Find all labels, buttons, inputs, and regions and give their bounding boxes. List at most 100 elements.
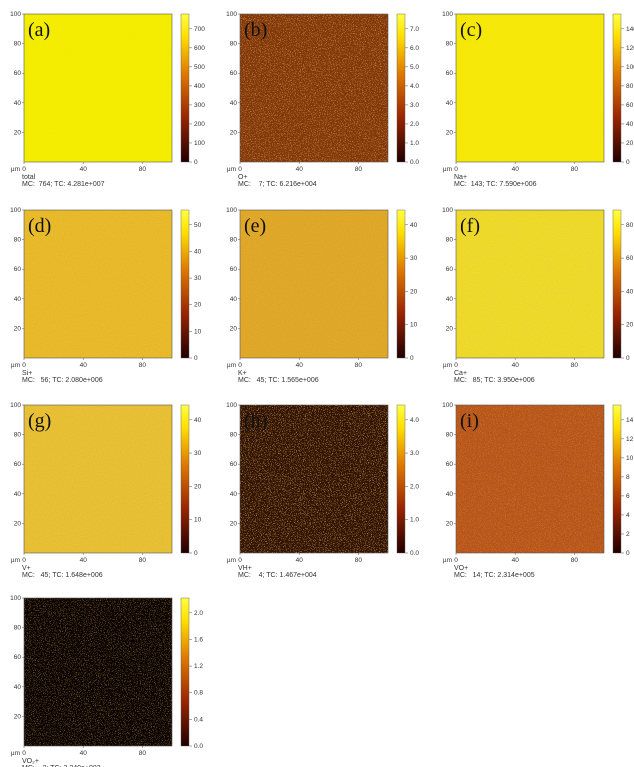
colorbar-tick-label: 700 xyxy=(194,26,205,33)
x-tick-label: 0 xyxy=(454,557,458,564)
x-tick-label: 0 xyxy=(238,166,242,173)
y-tick-label: 60 xyxy=(446,266,454,273)
y-tick-label: 80 xyxy=(230,432,238,439)
y-tick-label: 100 xyxy=(226,207,237,214)
panel-label: (h) xyxy=(244,410,267,432)
panel-label: (g) xyxy=(28,410,51,432)
x-tick-label: 80 xyxy=(139,557,147,564)
colorbar-tick-label: 14 xyxy=(626,417,634,424)
x-tick-label: 40 xyxy=(80,166,88,173)
axis-unit: µm xyxy=(227,362,236,369)
y-tick-label: 60 xyxy=(230,461,238,468)
colorbar-tick-label: 3.0 xyxy=(410,450,419,457)
colorbar xyxy=(181,598,189,746)
y-tick-label: 100 xyxy=(442,402,453,409)
colorbar-tick-label: 4.0 xyxy=(410,417,419,424)
panel: 1008060402004080µm806040200(f)Ca+MC: 85;… xyxy=(442,207,633,384)
panel-label: (b) xyxy=(244,19,267,41)
x-tick-label: 80 xyxy=(571,166,579,173)
ion-name: Na+ xyxy=(454,174,467,181)
axis-unit: µm xyxy=(11,166,20,173)
counts: MC: 56; TC: 2.080e+006 xyxy=(22,377,103,384)
counts: MC: 85; TC: 3.950e+006 xyxy=(454,377,535,384)
y-tick-label: 80 xyxy=(446,432,454,439)
panel-label: (f) xyxy=(460,215,480,237)
x-tick-label: 40 xyxy=(296,166,304,173)
x-tick-label: 40 xyxy=(80,362,88,369)
colorbar-tick-label: 40 xyxy=(626,288,634,295)
x-tick-label: 80 xyxy=(571,557,579,564)
x-tick-label: 0 xyxy=(22,362,26,369)
colorbar-tick-label: 4 xyxy=(626,512,630,519)
colorbar-tick-label: 3.0 xyxy=(410,102,419,109)
colorbar xyxy=(613,405,621,553)
colorbar-tick-label: 30 xyxy=(410,255,418,262)
ion-name: VO₂+ xyxy=(22,758,39,765)
colorbar-tick-label: 0.0 xyxy=(410,159,419,166)
colorbar-tick-label: 20 xyxy=(626,322,634,329)
y-tick-label: 100 xyxy=(226,402,237,409)
y-tick-label: 20 xyxy=(446,520,454,527)
x-tick-label: 40 xyxy=(80,557,88,564)
colorbar-tick-label: 8 xyxy=(626,474,630,481)
panel-label: (a) xyxy=(28,19,50,41)
colorbar-tick-label: 40 xyxy=(410,222,418,229)
counts: MC: 45; TC: 1.565e+006 xyxy=(238,377,319,384)
y-tick-label: 60 xyxy=(14,70,22,77)
y-tick-label: 80 xyxy=(14,625,22,632)
ion-name: O+ xyxy=(238,174,248,181)
ion-name: Si+ xyxy=(22,370,32,377)
y-tick-label: 20 xyxy=(230,325,238,332)
y-tick-label: 40 xyxy=(14,491,22,498)
ion-name: V+ xyxy=(22,565,31,572)
x-tick-label: 40 xyxy=(512,557,520,564)
ion-name: VO+ xyxy=(454,565,468,572)
counts: MC: 7; TC: 6.216e+004 xyxy=(238,181,317,188)
ion-name: total xyxy=(22,174,36,181)
colorbar-tick-label: 0 xyxy=(626,159,630,166)
counts: MC: 14; TC: 2.314e+005 xyxy=(454,572,535,579)
y-tick-label: 40 xyxy=(14,296,22,303)
colorbar-tick-label: 80 xyxy=(626,222,634,229)
colorbar-tick-label: 300 xyxy=(194,102,205,109)
colorbar-tick-label: 30 xyxy=(194,450,202,457)
colorbar xyxy=(397,405,405,553)
counts: MC: 764; TC: 4.281e+007 xyxy=(22,181,105,188)
colorbar-tick-label: 0.0 xyxy=(410,550,419,557)
y-tick-label: 80 xyxy=(230,41,238,48)
x-tick-label: 0 xyxy=(238,557,242,564)
colorbar xyxy=(397,210,405,358)
colorbar-tick-label: 0 xyxy=(410,355,414,362)
panel-label: (i) xyxy=(460,410,479,432)
counts: MC: 45; TC: 1.648e+006 xyxy=(22,572,103,579)
y-tick-label: 20 xyxy=(14,129,22,136)
x-tick-label: 40 xyxy=(512,166,520,173)
x-tick-label: 40 xyxy=(512,362,520,369)
colorbar-tick-label: 0 xyxy=(626,550,630,557)
colorbar-tick-label: 600 xyxy=(194,45,205,52)
ion-name: Ca+ xyxy=(454,370,467,377)
x-tick-label: 0 xyxy=(22,166,26,173)
y-tick-label: 100 xyxy=(10,402,21,409)
y-tick-label: 60 xyxy=(14,266,22,273)
counts: MC: 143; TC: 7.590e+006 xyxy=(454,181,537,188)
panel-label: (c) xyxy=(460,19,482,41)
colorbar-tick-label: 50 xyxy=(194,222,202,229)
colorbar-tick-label: 6 xyxy=(626,493,630,500)
colorbar-tick-label: 120 xyxy=(626,45,634,52)
y-tick-label: 40 xyxy=(230,296,238,303)
colorbar-tick-label: 2.0 xyxy=(410,483,419,490)
x-tick-label: 80 xyxy=(355,362,363,369)
y-tick-label: 40 xyxy=(446,491,454,498)
y-tick-label: 80 xyxy=(446,41,454,48)
colorbar-tick-label: 5.0 xyxy=(410,64,419,71)
x-tick-label: 40 xyxy=(296,557,304,564)
colorbar-tick-label: 10 xyxy=(194,328,202,335)
colorbar-tick-label: 1.0 xyxy=(410,140,419,147)
y-tick-label: 20 xyxy=(230,520,238,527)
colorbar-tick-label: 0 xyxy=(194,159,198,166)
panel: 1008060402004080µm140120100806040200(c)N… xyxy=(442,11,634,188)
x-tick-label: 0 xyxy=(22,750,26,757)
colorbar-tick-label: 0.0 xyxy=(194,743,203,750)
